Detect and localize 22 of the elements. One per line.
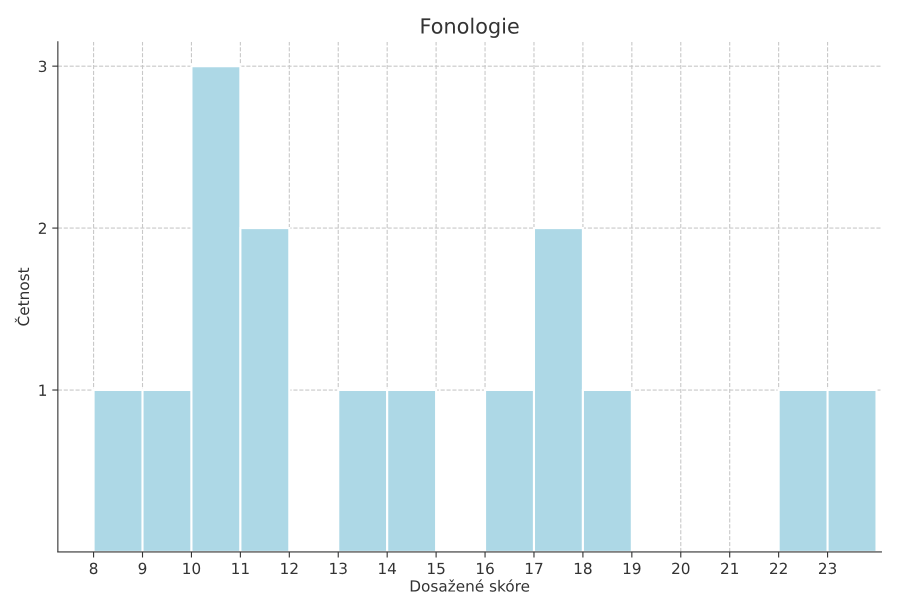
x-tick-label: 19 <box>624 562 640 574</box>
x-tick-label: 15 <box>428 562 444 574</box>
x-tick-label: 23 <box>818 562 836 574</box>
y-axis-title: Četnost <box>14 268 30 326</box>
x-tick-label: 20 <box>672 562 690 574</box>
y-tick-label: 1 <box>39 384 46 396</box>
chart-title: Fonologie <box>422 18 519 38</box>
y-tick-label: 2 <box>38 222 46 234</box>
x-tick-label: 18 <box>574 562 592 574</box>
x-tick-label: 8 <box>90 562 98 574</box>
x-tick-label: 13 <box>330 562 347 574</box>
x-tick-label: 14 <box>379 562 396 574</box>
x-tick-label: 9 <box>138 562 146 574</box>
x-tick-label: 17 <box>526 562 542 574</box>
x-axis-title: Dosažené skóre <box>410 579 530 592</box>
x-tick-label: 11 <box>232 562 249 574</box>
x-tick-label: 12 <box>281 562 298 574</box>
x-tick-label: 16 <box>477 562 494 574</box>
x-tick-label: 10 <box>183 562 200 574</box>
y-tick-label: 3 <box>38 60 46 72</box>
x-tick-label: 21 <box>721 562 738 574</box>
x-tick-label: 22 <box>770 562 787 574</box>
